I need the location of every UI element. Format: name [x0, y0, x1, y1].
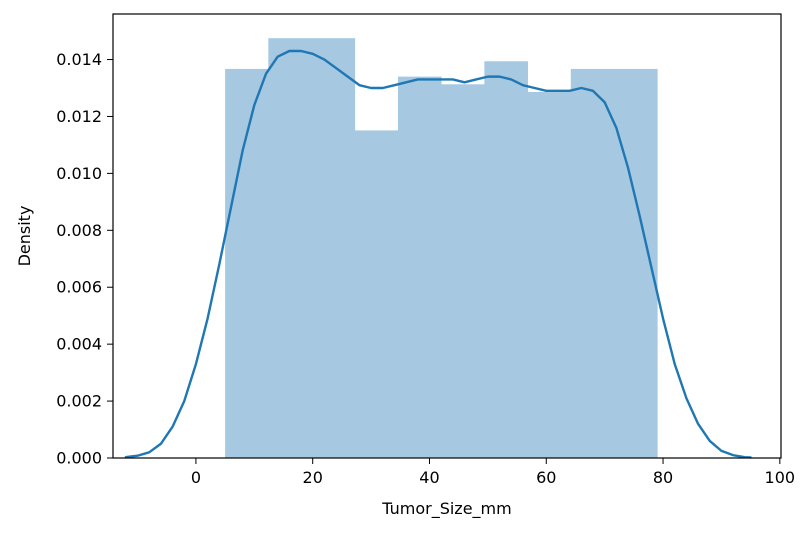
- x-tick-label: 20: [303, 468, 323, 487]
- histogram-bar: [268, 38, 312, 458]
- x-axis-ticks: 0 20 40 60 80 100: [191, 458, 795, 487]
- kde-curve: [124, 49, 752, 459]
- x-tick-label: 0: [191, 468, 201, 487]
- x-tick-label: 60: [536, 468, 556, 487]
- y-tick-label: 0.002: [56, 392, 102, 411]
- y-tick-label: 0.010: [56, 164, 102, 183]
- y-axis-label: Density: [15, 206, 34, 267]
- y-tick-label: 0.000: [56, 449, 102, 468]
- histogram-bar: [484, 61, 528, 458]
- y-tick-label: 0.006: [56, 278, 102, 297]
- histogram-bar: [311, 38, 356, 458]
- histogram-bar: [570, 68, 615, 459]
- x-tick-label: 100: [765, 468, 796, 487]
- histogram-bar: [225, 68, 269, 459]
- histogram-bar: [397, 76, 442, 459]
- histogram-bar: [354, 130, 399, 458]
- histogram-bars: [225, 38, 658, 459]
- histogram-bar: [527, 91, 572, 458]
- x-axis-label: Tumor_Size_mm: [381, 499, 511, 519]
- histogram-bar: [441, 84, 485, 459]
- x-tick-label: 40: [419, 468, 439, 487]
- y-axis-ticks: 0.000 0.002 0.004 0.006 0.008 0.010 0.012 0.014: [56, 50, 113, 468]
- y-tick-label: 0.014: [56, 50, 102, 69]
- y-tick-label: 0.004: [56, 335, 102, 354]
- y-tick-label: 0.008: [56, 221, 102, 240]
- axes-frame: [112, 13, 782, 459]
- x-tick-label: 80: [653, 468, 673, 487]
- y-tick-label: 0.012: [56, 107, 102, 126]
